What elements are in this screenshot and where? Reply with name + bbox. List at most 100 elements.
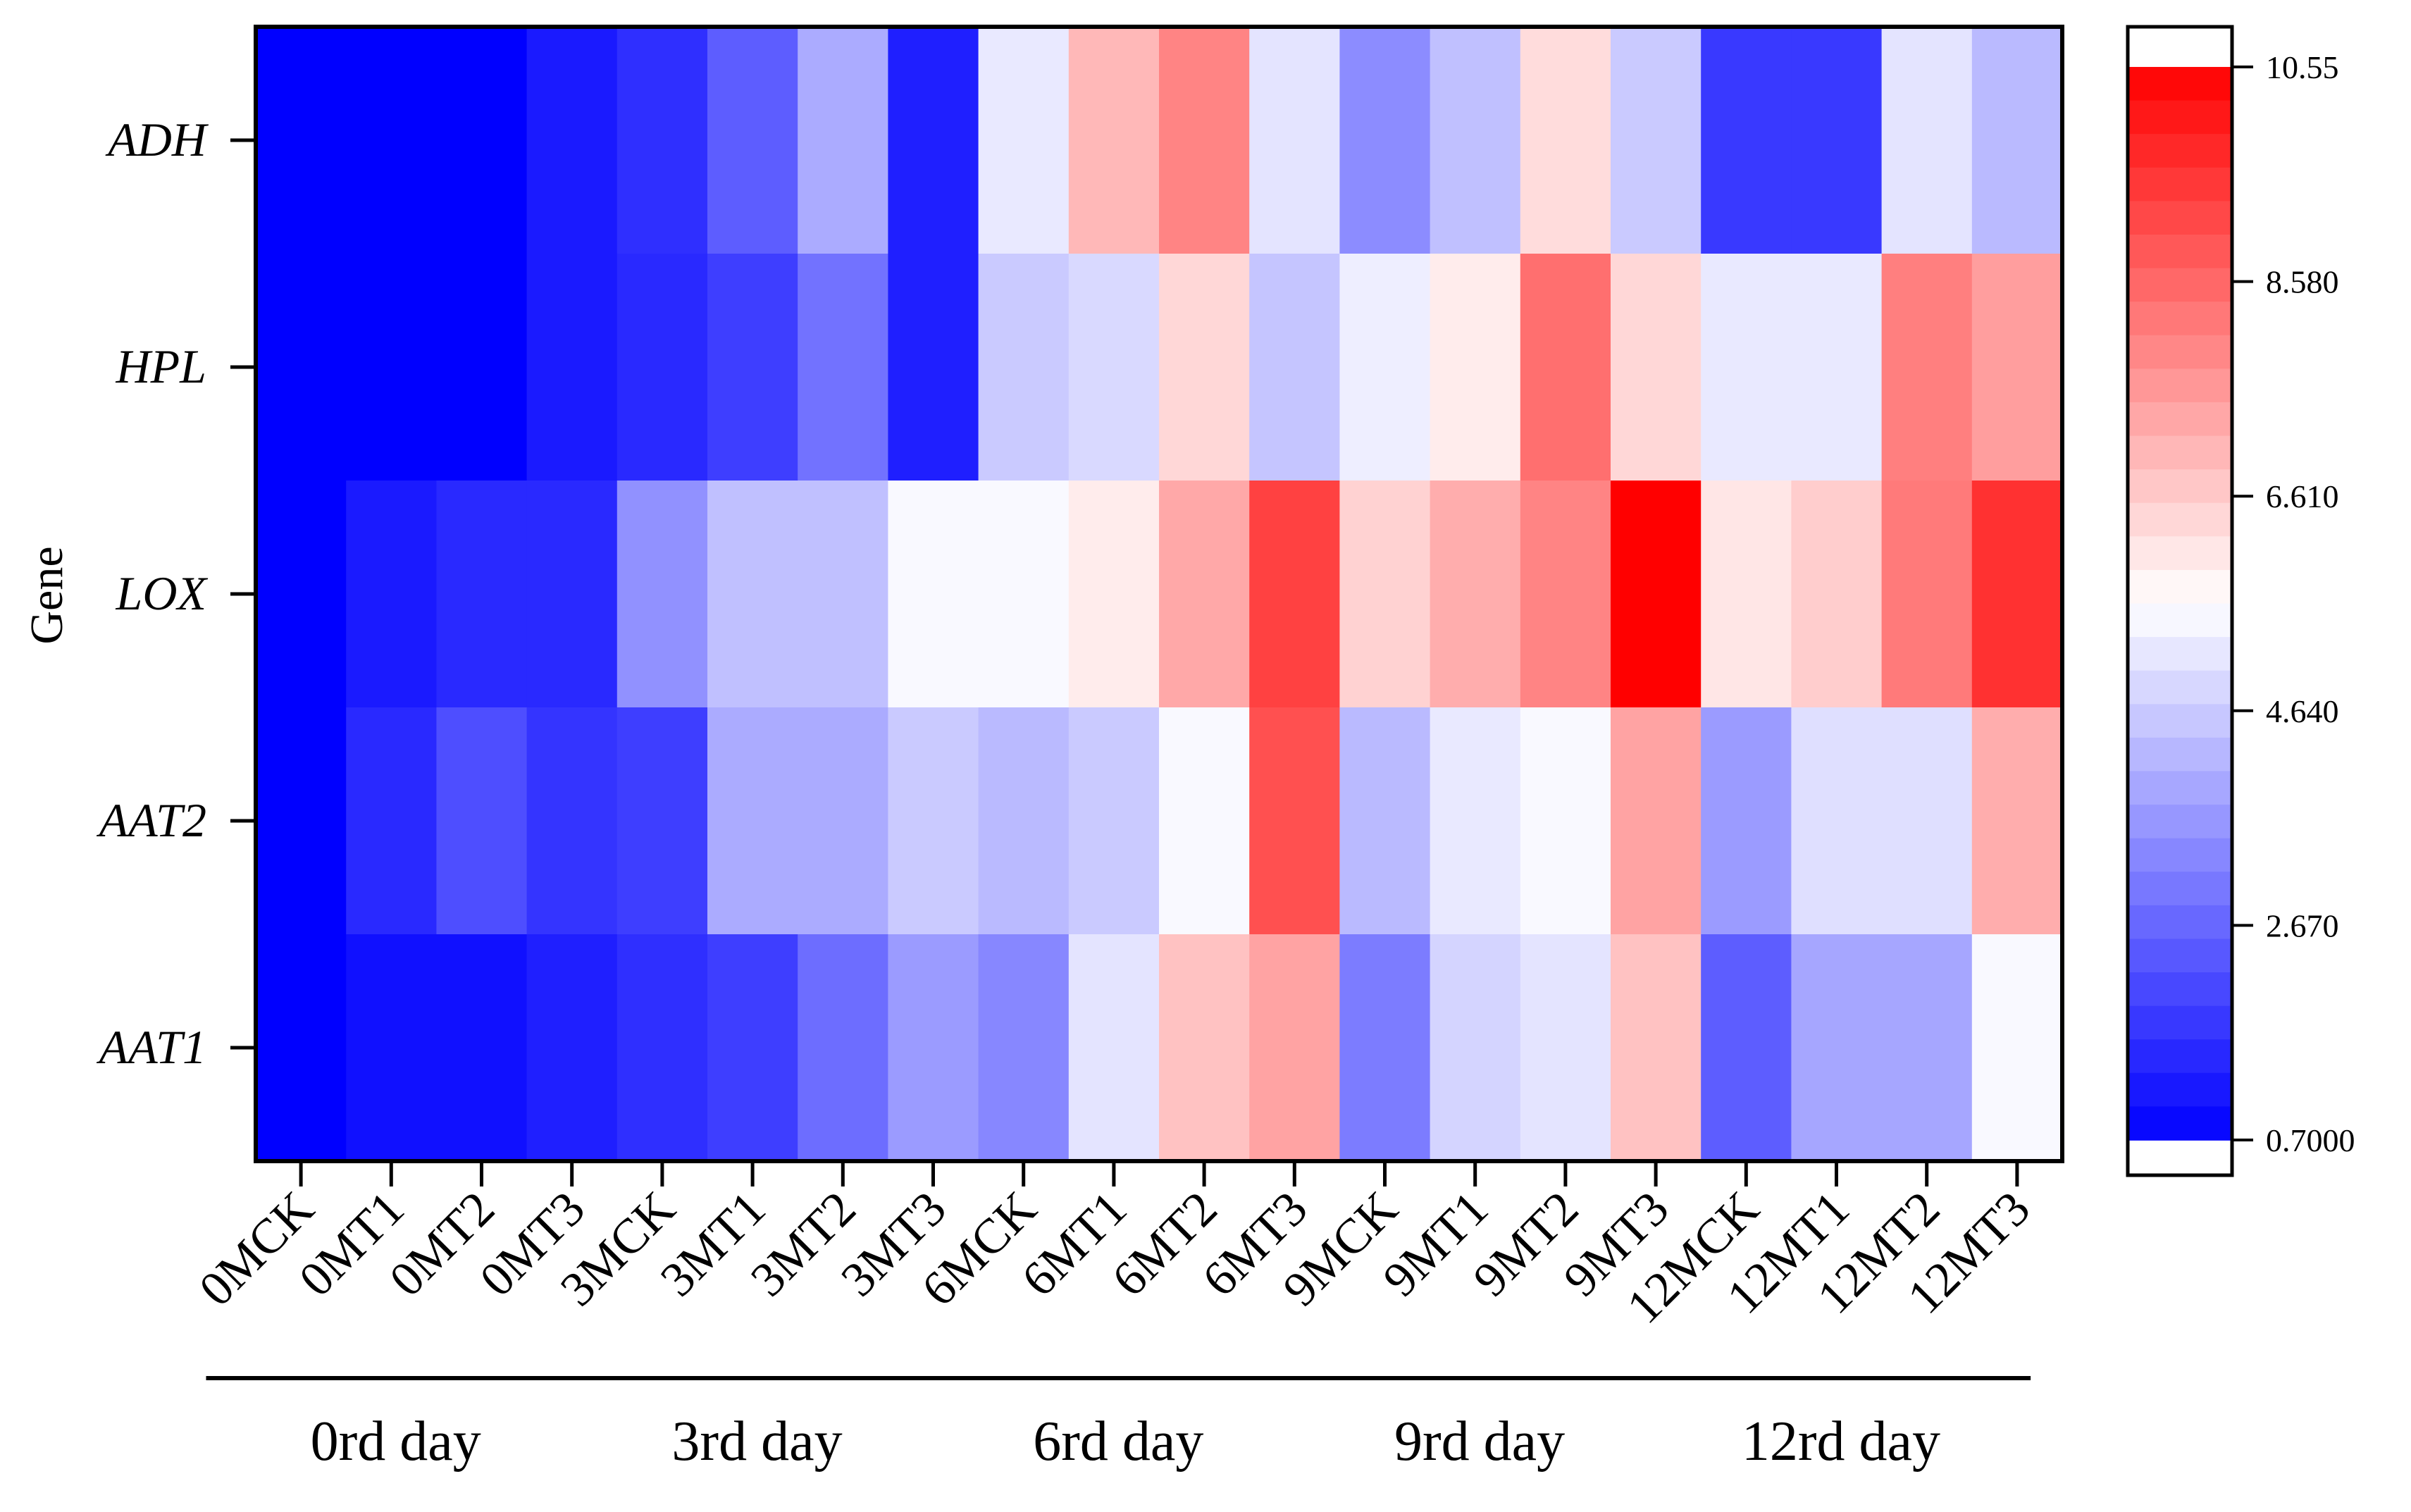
heatmap-cell	[1791, 481, 1883, 708]
heatmap-cell	[707, 707, 798, 935]
column-label: 3MT2	[740, 1182, 866, 1307]
heatmap-cell	[526, 481, 618, 708]
colorbar-segment	[2128, 805, 2232, 839]
column-labels: 0MCK0MT10MT20MT33MCK3MT13MT23MT36MCK6MT1…	[189, 1161, 2040, 1334]
colorbar-segment	[2128, 905, 2232, 940]
heatmap-cell	[616, 481, 708, 708]
colorbar-segment	[2128, 569, 2232, 605]
colorbar-segment	[2128, 1039, 2232, 1074]
heatmap-cell	[256, 707, 347, 935]
colorbar-segment	[2128, 1106, 2232, 1141]
heatmap-cell	[978, 27, 1070, 254]
row-label: LOX	[116, 566, 209, 620]
heatmap-cell	[888, 481, 979, 708]
heatmap-cell	[1520, 254, 1611, 481]
row-label: AAT2	[97, 793, 206, 847]
heatmap-cell	[1159, 27, 1250, 254]
heatmap-cell	[1701, 254, 1792, 481]
column-label: 0MT2	[380, 1182, 505, 1307]
colorbar-segment	[2128, 435, 2232, 470]
colorbar-segment	[2128, 67, 2232, 101]
colorbar-segment	[2128, 603, 2232, 638]
heatmap-cell	[1971, 27, 2063, 254]
heatmap-cell	[978, 481, 1070, 708]
heatmap-cell	[1611, 481, 1702, 708]
column-label: 6MT2	[1102, 1182, 1227, 1307]
colorbar-segment	[2128, 100, 2232, 135]
heatmap-cell	[1611, 27, 1702, 254]
heatmap-cell	[888, 254, 979, 481]
heatmap-cell	[978, 254, 1070, 481]
colorbar-segment	[2128, 335, 2232, 370]
heatmap-cell	[436, 254, 528, 481]
heatmap-cell	[616, 934, 708, 1162]
heatmap-cell	[1159, 254, 1250, 481]
heatmap-cell	[1971, 707, 2063, 935]
heatmap-cell	[346, 254, 438, 481]
group-label: 3rd day	[671, 1411, 842, 1473]
column-label: 6MT1	[1012, 1182, 1137, 1307]
heatmap-cell	[978, 707, 1070, 935]
heatmap-cell	[436, 707, 528, 935]
row-label: AAT1	[97, 1020, 206, 1074]
heatmap-cell	[526, 254, 618, 481]
heatmap-cell	[256, 481, 347, 708]
heatmap-cell	[1701, 934, 1792, 1162]
colorbar-segment	[2128, 972, 2232, 1007]
heatmap-cell	[256, 934, 347, 1162]
column-label: 0MT1	[289, 1182, 414, 1307]
heatmap-cell	[1520, 481, 1611, 708]
heatmap-cell	[1068, 254, 1160, 481]
heatmap-cell	[256, 254, 347, 481]
heatmap-cell	[526, 934, 618, 1162]
y-axis-title: Gene	[21, 546, 73, 644]
column-label: 0MCK	[189, 1182, 324, 1317]
colorbar-segment	[2128, 302, 2232, 336]
colorbar-segment	[2128, 134, 2232, 168]
heatmap-cell	[616, 254, 708, 481]
colorbar-segment	[2128, 1005, 2232, 1041]
column-label: 3MT1	[650, 1182, 776, 1307]
colorbar-tick-label: 0.7000	[2266, 1122, 2355, 1158]
group-labels: 0rd day 3rd day 6rd day 9rd day 12rd day	[206, 1376, 2031, 1473]
heatmap-cell	[256, 27, 347, 254]
heatmap-cell	[436, 934, 528, 1162]
heatmap-cell	[1971, 254, 2063, 481]
colorbar-frame	[2126, 25, 2234, 1177]
colorbar-segment	[2128, 469, 2232, 504]
heatmap-cell	[436, 27, 528, 254]
heatmap-cell	[1611, 707, 1702, 935]
heatmap-cell	[1339, 707, 1431, 935]
colorbar-segment	[2128, 268, 2232, 302]
heatmap-cell	[1971, 481, 2063, 708]
heatmap-cell	[526, 27, 618, 254]
heatmap-cell	[1430, 254, 1521, 481]
heatmap-cell	[1249, 481, 1341, 708]
heatmap-cell	[1159, 934, 1250, 1162]
row-label: ADH	[105, 113, 209, 166]
heatmap-cell	[707, 254, 798, 481]
heatmap-cell	[1339, 254, 1431, 481]
heatmap-cell	[1339, 481, 1431, 708]
heatmap-cell	[1791, 707, 1883, 935]
heatmap-cell	[798, 481, 889, 708]
heatmap-cell	[436, 481, 528, 708]
heatmap-cell	[1971, 934, 2063, 1162]
heatmap-cell	[1159, 707, 1250, 935]
heatmap-cell	[1791, 254, 1883, 481]
column-label: 9MT2	[1463, 1182, 1589, 1307]
group-label: 9rd day	[1394, 1411, 1565, 1473]
colorbar-segment	[2128, 201, 2232, 235]
heatmap-cell	[707, 27, 798, 254]
heatmap-cell	[978, 934, 1070, 1162]
heatmap-cell	[1520, 934, 1611, 1162]
group-label: 12rd day	[1742, 1411, 1940, 1473]
heatmap-cell	[346, 481, 438, 708]
heatmap-cell	[1701, 27, 1792, 254]
colorbar-segment	[2128, 838, 2232, 873]
heatmap-cell	[1068, 481, 1160, 708]
colorbar-segment	[2128, 938, 2232, 973]
heatmap-cell	[888, 707, 979, 935]
heatmap-cell	[888, 27, 979, 254]
